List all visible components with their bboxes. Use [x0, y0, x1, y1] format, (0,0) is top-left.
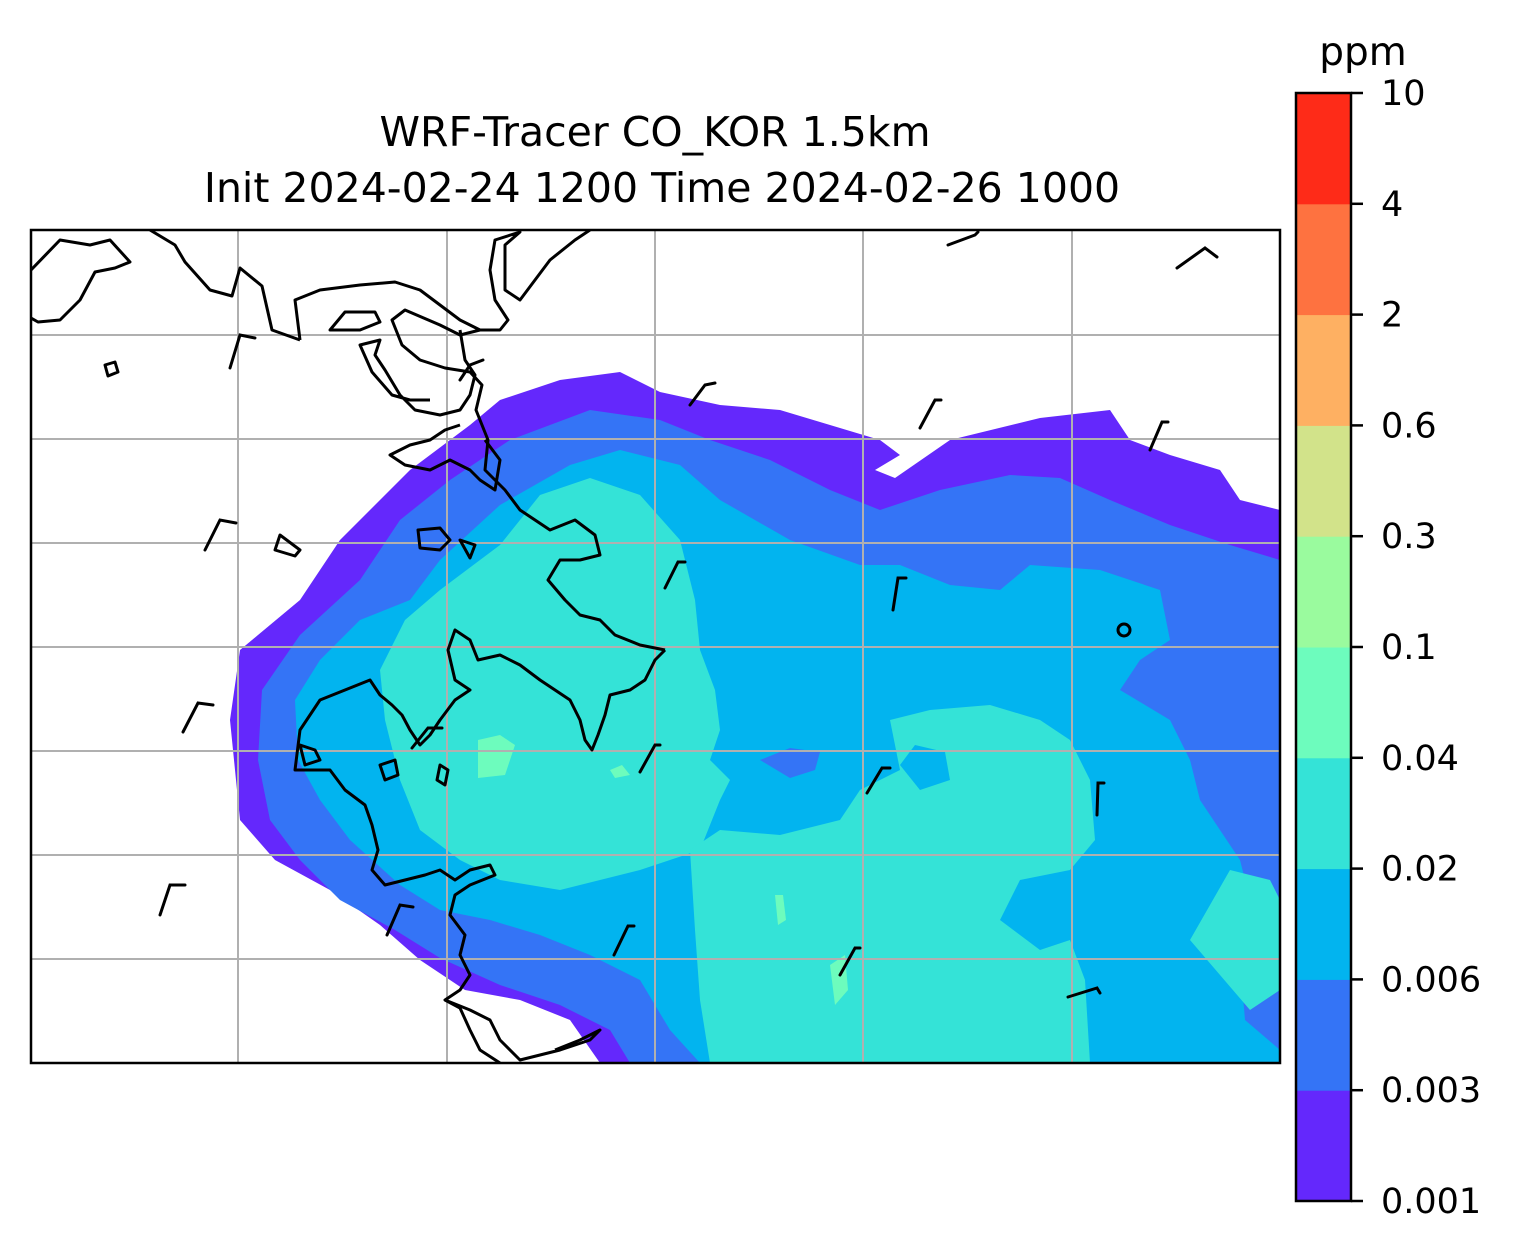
coastline-korea-upper: [388, 423, 502, 492]
wind-barb: [1066, 986, 1102, 999]
contour-level-5d: [610, 765, 630, 778]
island-east: [1116, 622, 1132, 638]
colorbar-ticks: 0.001 0.003 0.006 0.02 0.04 0.1 0.3 0.6 2 4 10: [1351, 74, 1481, 1222]
contour-level-5b: [775, 895, 786, 925]
colorbar-tick-label: 2: [1381, 296, 1403, 336]
coastline-north-korea: [390, 308, 666, 652]
wind-barb: [1095, 781, 1106, 817]
colorbar-tick-label: 0.04: [1381, 739, 1459, 779]
colorbar-tick-label: 10: [1381, 74, 1426, 114]
colorbar-segment: [1296, 647, 1351, 759]
colorbar-tick-label: 0.001: [1381, 1182, 1481, 1222]
colorbar-segment: [1296, 425, 1351, 537]
wind-barb: [1175, 246, 1219, 270]
wind-barb: [918, 398, 943, 430]
colorbar-tick-label: 0.6: [1381, 406, 1437, 446]
coastline-china-north: [149, 230, 301, 342]
wind-barb: [612, 924, 636, 957]
wind-barb: [158, 883, 187, 917]
wind-barb: [228, 333, 257, 370]
wind-barb: [638, 743, 662, 774]
contour-level-3-hole: [900, 745, 950, 790]
tracer-contours: [230, 372, 1280, 1063]
contour-level-4a: [380, 478, 730, 890]
colorbar-tick-label: 0.003: [1381, 1071, 1481, 1111]
wind-barb: [865, 766, 892, 795]
contour-level-4b: [690, 705, 1095, 1063]
colorbar-tick-label: 4: [1381, 185, 1403, 225]
contour-level-4c: [1190, 870, 1280, 1010]
coastline-korea-peninsula: [293, 628, 667, 1062]
coastline-liaodong: [293, 230, 591, 341]
title-line-2: Init 2024-02-24 1200 Time 2024-02-26 100…: [204, 164, 1120, 212]
wind-barb: [458, 358, 485, 382]
coastline-korea-southwest-islands: [298, 743, 450, 787]
contour-level-2-notch: [760, 748, 820, 778]
wind-barb: [1148, 420, 1170, 452]
title-line-1: WRF-Tracer CO_KOR 1.5km: [379, 108, 930, 156]
colorbar-segment: [1296, 93, 1351, 205]
wind-barb: [385, 903, 415, 937]
coastline-korea-west-islands: [103, 360, 477, 560]
colorbar-tick-label: 0.1: [1381, 628, 1437, 668]
colorbar-segment: [1296, 868, 1351, 980]
coastline-bohai: [328, 310, 382, 332]
coastline-north-korea-west: [358, 329, 477, 417]
colorbar-segment: [1296, 979, 1351, 1091]
coastline-china: [31, 238, 132, 324]
colorbar-segment: [1296, 314, 1351, 426]
contour-level-5a: [478, 735, 515, 778]
colorbar-unit-label: ppm: [1319, 30, 1407, 75]
map-panel: [31, 230, 1280, 1063]
colorbar: ppm 0.001 0.003 0.006 0.02 0.04 0.1 0.3 0.6 2 4 10: [1294, 30, 1481, 1222]
wind-barbs: [158, 230, 1219, 999]
wind-barb: [203, 518, 238, 552]
colorbar-segment: [1296, 203, 1351, 316]
wind-barb: [181, 701, 215, 734]
colorbar-segment: [1296, 536, 1351, 648]
wind-barb: [688, 381, 717, 407]
map-frame: [29, 228, 1282, 1065]
coastline-kyushu: [444, 998, 501, 1063]
wind-barb: [946, 230, 980, 247]
colorbar-tick-label: 0.02: [1381, 850, 1459, 890]
colorbar-segments: [1296, 93, 1351, 1202]
wind-barb: [891, 576, 908, 612]
wind-barb: [838, 946, 862, 977]
wind-barb: [663, 560, 687, 590]
colorbar-segment: [1296, 1090, 1351, 1202]
wind-barb: [410, 726, 444, 750]
colorbar-tick-label: 0.3: [1381, 517, 1437, 557]
colorbar-segment: [1296, 757, 1351, 870]
colorbar-tick-label: 0.006: [1381, 960, 1481, 1000]
coastlines: [31, 230, 1132, 1063]
